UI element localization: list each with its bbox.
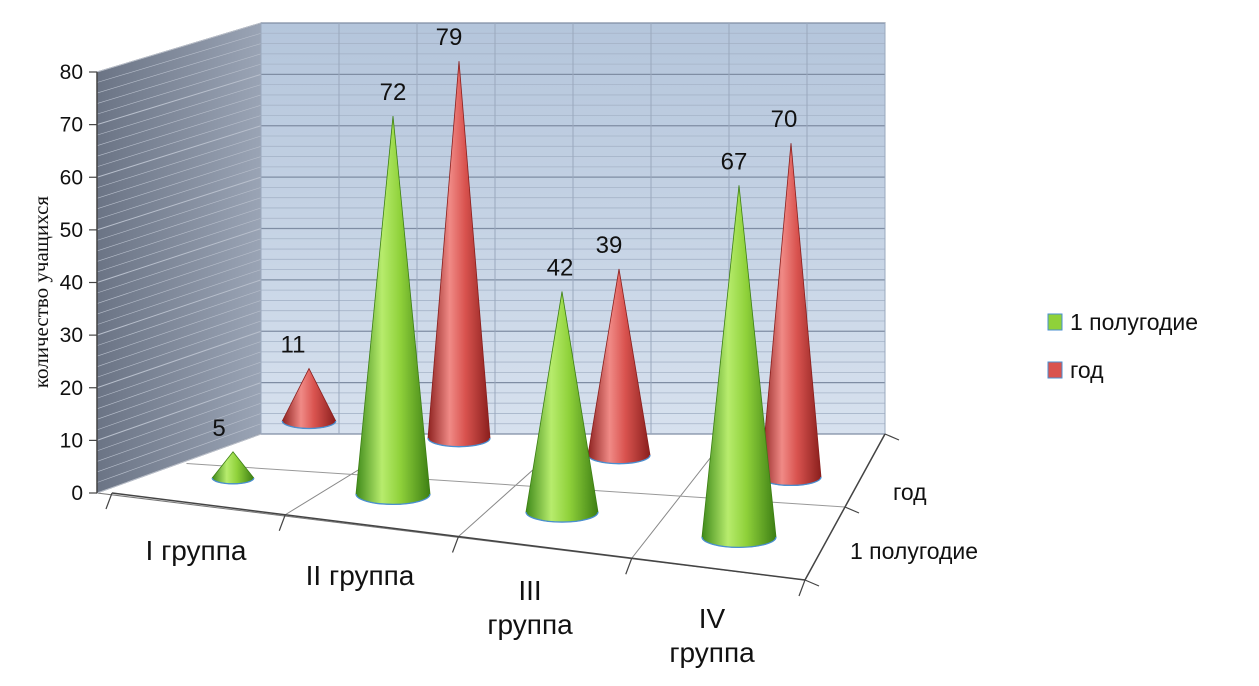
- gridline: [96, 351, 262, 410]
- gridline: [96, 53, 262, 104]
- cone: [587, 268, 651, 465]
- depth-tick: [884, 433, 900, 441]
- data-label: 79: [436, 24, 463, 51]
- gridline: [96, 320, 262, 378]
- category-label: III группа: [487, 575, 573, 640]
- gridline: [96, 372, 262, 431]
- plot-area: [211, 61, 822, 548]
- gridline: [96, 259, 262, 315]
- gridline: [96, 402, 262, 462]
- cone-base-edge: [587, 454, 651, 465]
- gridline: [96, 94, 262, 146]
- cone: [427, 61, 491, 448]
- legend-label: год: [1070, 357, 1104, 383]
- depth-tick: [844, 506, 860, 514]
- labels: I группа II группа III группа IV группа 1 полу…: [146, 24, 979, 668]
- gridline: [96, 115, 262, 168]
- data-label: 70: [771, 106, 798, 133]
- legend: 1 полугодие год: [1047, 309, 1198, 383]
- gridline: [96, 248, 262, 304]
- depth-tick: [804, 579, 820, 587]
- gridline: [96, 156, 262, 210]
- gridline: [96, 382, 262, 441]
- cone-base-edge: [701, 536, 777, 548]
- data-label: 67: [721, 148, 748, 175]
- gridline: [96, 433, 262, 494]
- gridline: [96, 413, 262, 473]
- data-label: 5: [212, 415, 225, 442]
- y-tick-label: 0: [71, 482, 83, 505]
- category-label: I группа: [146, 535, 247, 566]
- gridline: [96, 146, 262, 199]
- depth-axis-label: год: [893, 479, 927, 505]
- cone: [281, 367, 337, 430]
- y-tick-label: 30: [60, 324, 83, 347]
- data-label: 11: [281, 332, 306, 359]
- y-tick-label: 10: [60, 429, 83, 452]
- gridline: [96, 197, 262, 252]
- gridline: [96, 300, 262, 357]
- cone-base-edge: [211, 477, 255, 485]
- gridline: [96, 279, 262, 336]
- legend-label: 1 полугодие: [1070, 309, 1198, 335]
- y-tick-label: 70: [60, 114, 83, 137]
- gridline: [96, 84, 262, 136]
- gridline: [96, 207, 262, 262]
- x-tick: [278, 514, 286, 531]
- gridline: [96, 32, 262, 83]
- gridline: [96, 63, 262, 115]
- data-label: 42: [547, 255, 574, 282]
- cone-base-edge: [281, 420, 337, 430]
- gridline: [96, 238, 262, 294]
- gridline: [96, 125, 262, 178]
- legend-swatch: [1047, 361, 1063, 379]
- y-tick-label: 20: [60, 377, 83, 400]
- gridline: [96, 104, 262, 157]
- y-tick-label: 80: [60, 61, 83, 84]
- cone: [525, 291, 599, 523]
- gridline: [96, 135, 262, 189]
- y-tick-label: 40: [60, 272, 83, 295]
- x-tick: [798, 579, 806, 597]
- y-tick-label: 60: [60, 166, 83, 189]
- gridline: [96, 43, 262, 94]
- gridline: [96, 73, 262, 126]
- gridline: [96, 217, 262, 273]
- cone-base-edge: [525, 511, 599, 523]
- data-label: 72: [380, 79, 407, 106]
- gridline: [96, 187, 262, 241]
- x-tick: [625, 558, 633, 575]
- gridline: [96, 392, 262, 452]
- gridline: [96, 176, 262, 231]
- y-axis-title: количество учащихся: [29, 196, 53, 389]
- gridline: [96, 423, 262, 483]
- gridline: [96, 361, 262, 420]
- legend-swatch: [1047, 313, 1063, 331]
- depth-axis-label: 1 полугодие: [850, 538, 978, 564]
- category-label: IV группа: [669, 603, 755, 668]
- gridline: [96, 341, 262, 399]
- gridline: [96, 228, 262, 283]
- cone-base-edge: [355, 493, 431, 505]
- gridline: [96, 330, 262, 389]
- cone-base-edge: [427, 437, 491, 448]
- gridline: [96, 269, 262, 325]
- gridline: [96, 166, 262, 220]
- x-tick: [105, 492, 113, 510]
- category-label: II группа: [306, 560, 415, 591]
- y-tick-label: 50: [60, 219, 83, 242]
- gridline: [96, 289, 262, 346]
- x-tick: [451, 536, 460, 553]
- cone: [355, 115, 431, 505]
- gridline: [96, 310, 262, 367]
- value-axis: 0 10 20 30 40 50 60 70 80 количество учащихся: [29, 61, 900, 597]
- cone: [211, 451, 255, 485]
- gridline: [96, 22, 262, 73]
- cone: [701, 185, 777, 548]
- data-label: 39: [596, 232, 623, 259]
